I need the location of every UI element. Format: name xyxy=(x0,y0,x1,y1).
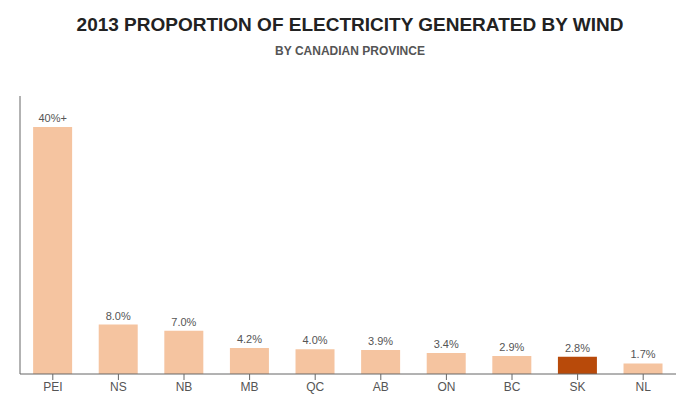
svg-text:BC: BC xyxy=(504,380,521,394)
svg-text:1.7%: 1.7% xyxy=(630,348,655,360)
html-text:2013 PROPORTION OF ELECTRICITY: 2013 PROPORTION OF ELECTRICITY GENERATED… xyxy=(76,14,624,35)
svg-text:2.9%: 2.9% xyxy=(499,341,524,353)
svg-text:4.2%: 4.2% xyxy=(237,333,262,345)
svg-text:NS: NS xyxy=(110,380,127,394)
svg-text:3.4%: 3.4% xyxy=(434,338,459,350)
svg-text:40%+: 40%+ xyxy=(38,112,66,124)
svg-text:4.0%: 4.0% xyxy=(302,334,327,346)
svg-text:MB: MB xyxy=(241,380,259,394)
svg-text:AB: AB xyxy=(373,380,389,394)
html-text:BY CANADIAN PROVINCE: BY CANADIAN PROVINCE xyxy=(275,44,425,58)
svg-text:NB: NB xyxy=(176,380,193,394)
svg-text:SK: SK xyxy=(570,380,586,394)
svg-text:8.0%: 8.0% xyxy=(106,310,131,322)
svg-text:7.0%: 7.0% xyxy=(171,316,196,328)
svg-text:ON: ON xyxy=(437,380,455,394)
svg-text:NL: NL xyxy=(636,380,652,394)
svg-text:3.9%: 3.9% xyxy=(368,335,393,347)
svg-text:PEI: PEI xyxy=(43,380,62,394)
svg-text:QC: QC xyxy=(306,380,324,394)
svg-text:2.8%: 2.8% xyxy=(565,342,590,354)
